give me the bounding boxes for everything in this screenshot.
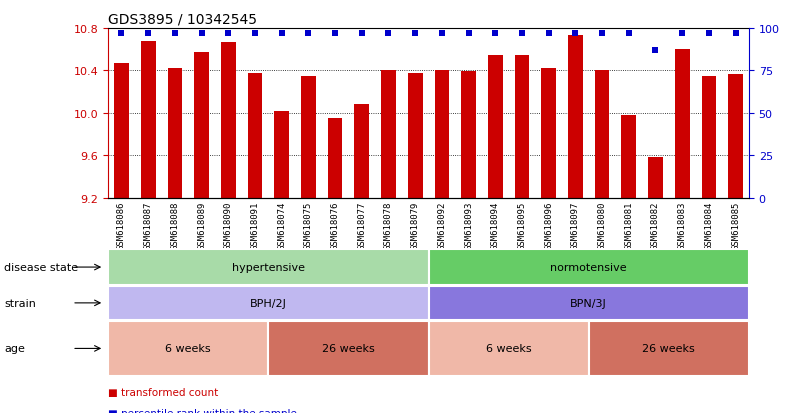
Text: GSM618081: GSM618081 [624,201,634,249]
Bar [434,71,449,198]
Text: ■ transformed count: ■ transformed count [108,387,219,397]
Text: GSM618088: GSM618088 [171,201,179,249]
Text: GSM618084: GSM618084 [704,201,714,249]
Bar [541,69,556,198]
Text: 6 weeks: 6 weeks [486,344,531,354]
Text: GDS3895 / 10342545: GDS3895 / 10342545 [108,12,257,26]
Bar [354,105,369,198]
Text: GSM618082: GSM618082 [651,201,660,249]
Point [702,31,715,37]
Text: BPN/3J: BPN/3J [570,298,607,308]
Point [729,31,742,37]
Bar [488,55,503,198]
Point [328,31,341,37]
Bar [648,158,663,198]
Text: strain: strain [4,298,36,308]
Point [142,31,155,37]
Point [248,31,261,37]
Point [569,31,582,37]
Text: GSM618077: GSM618077 [357,201,366,249]
Text: 26 weeks: 26 weeks [322,344,375,354]
Text: GSM618091: GSM618091 [251,201,260,249]
Text: GSM618095: GSM618095 [517,201,526,249]
Point [409,31,421,37]
Text: GSM618075: GSM618075 [304,201,313,249]
Bar [568,36,583,198]
Bar [381,71,396,198]
Text: GSM618083: GSM618083 [678,201,686,249]
Bar [515,55,529,198]
Bar [728,74,743,198]
Text: GSM618092: GSM618092 [437,201,446,249]
Point [356,31,368,37]
Bar [248,74,263,198]
Text: age: age [4,344,25,354]
Bar [195,53,209,198]
Text: disease state: disease state [4,262,78,273]
Point [168,31,181,37]
Text: BPH/2J: BPH/2J [250,298,287,308]
Text: hypertensive: hypertensive [231,262,305,273]
Text: GSM618096: GSM618096 [544,201,553,249]
Bar [675,50,690,198]
Text: 26 weeks: 26 weeks [642,344,695,354]
Point [649,47,662,54]
Point [195,31,208,37]
Point [596,31,609,37]
Text: ■ percentile rank within the sample: ■ percentile rank within the sample [108,408,297,413]
Point [302,31,315,37]
Point [622,31,635,37]
Point [222,31,235,37]
Bar [274,112,289,198]
Text: 6 weeks: 6 weeks [166,344,211,354]
Point [115,31,128,37]
Bar [594,71,610,198]
Bar [115,64,129,198]
Text: GSM618079: GSM618079 [411,201,420,249]
Text: GSM618080: GSM618080 [598,201,606,249]
Text: GSM618090: GSM618090 [223,201,233,249]
Bar [141,42,155,198]
Point [436,31,449,37]
Text: GSM618087: GSM618087 [143,201,153,249]
Point [462,31,475,37]
Text: GSM618086: GSM618086 [117,201,126,249]
Point [382,31,395,37]
Text: GSM618094: GSM618094 [491,201,500,249]
Point [276,31,288,37]
Bar [622,116,636,198]
Text: GSM618076: GSM618076 [331,201,340,249]
Text: GSM618089: GSM618089 [197,201,206,249]
Text: GSM618085: GSM618085 [731,201,740,249]
Bar [167,69,183,198]
Text: normotensive: normotensive [550,262,627,273]
Text: GSM618078: GSM618078 [384,201,393,249]
Bar [702,76,716,198]
Bar [408,74,423,198]
Point [516,31,529,37]
Bar [461,72,476,198]
Bar [221,43,235,198]
Bar [328,119,343,198]
Bar [301,76,316,198]
Text: GSM618074: GSM618074 [277,201,286,249]
Point [676,31,689,37]
Point [489,31,501,37]
Point [542,31,555,37]
Text: GSM618097: GSM618097 [571,201,580,249]
Text: GSM618093: GSM618093 [464,201,473,249]
